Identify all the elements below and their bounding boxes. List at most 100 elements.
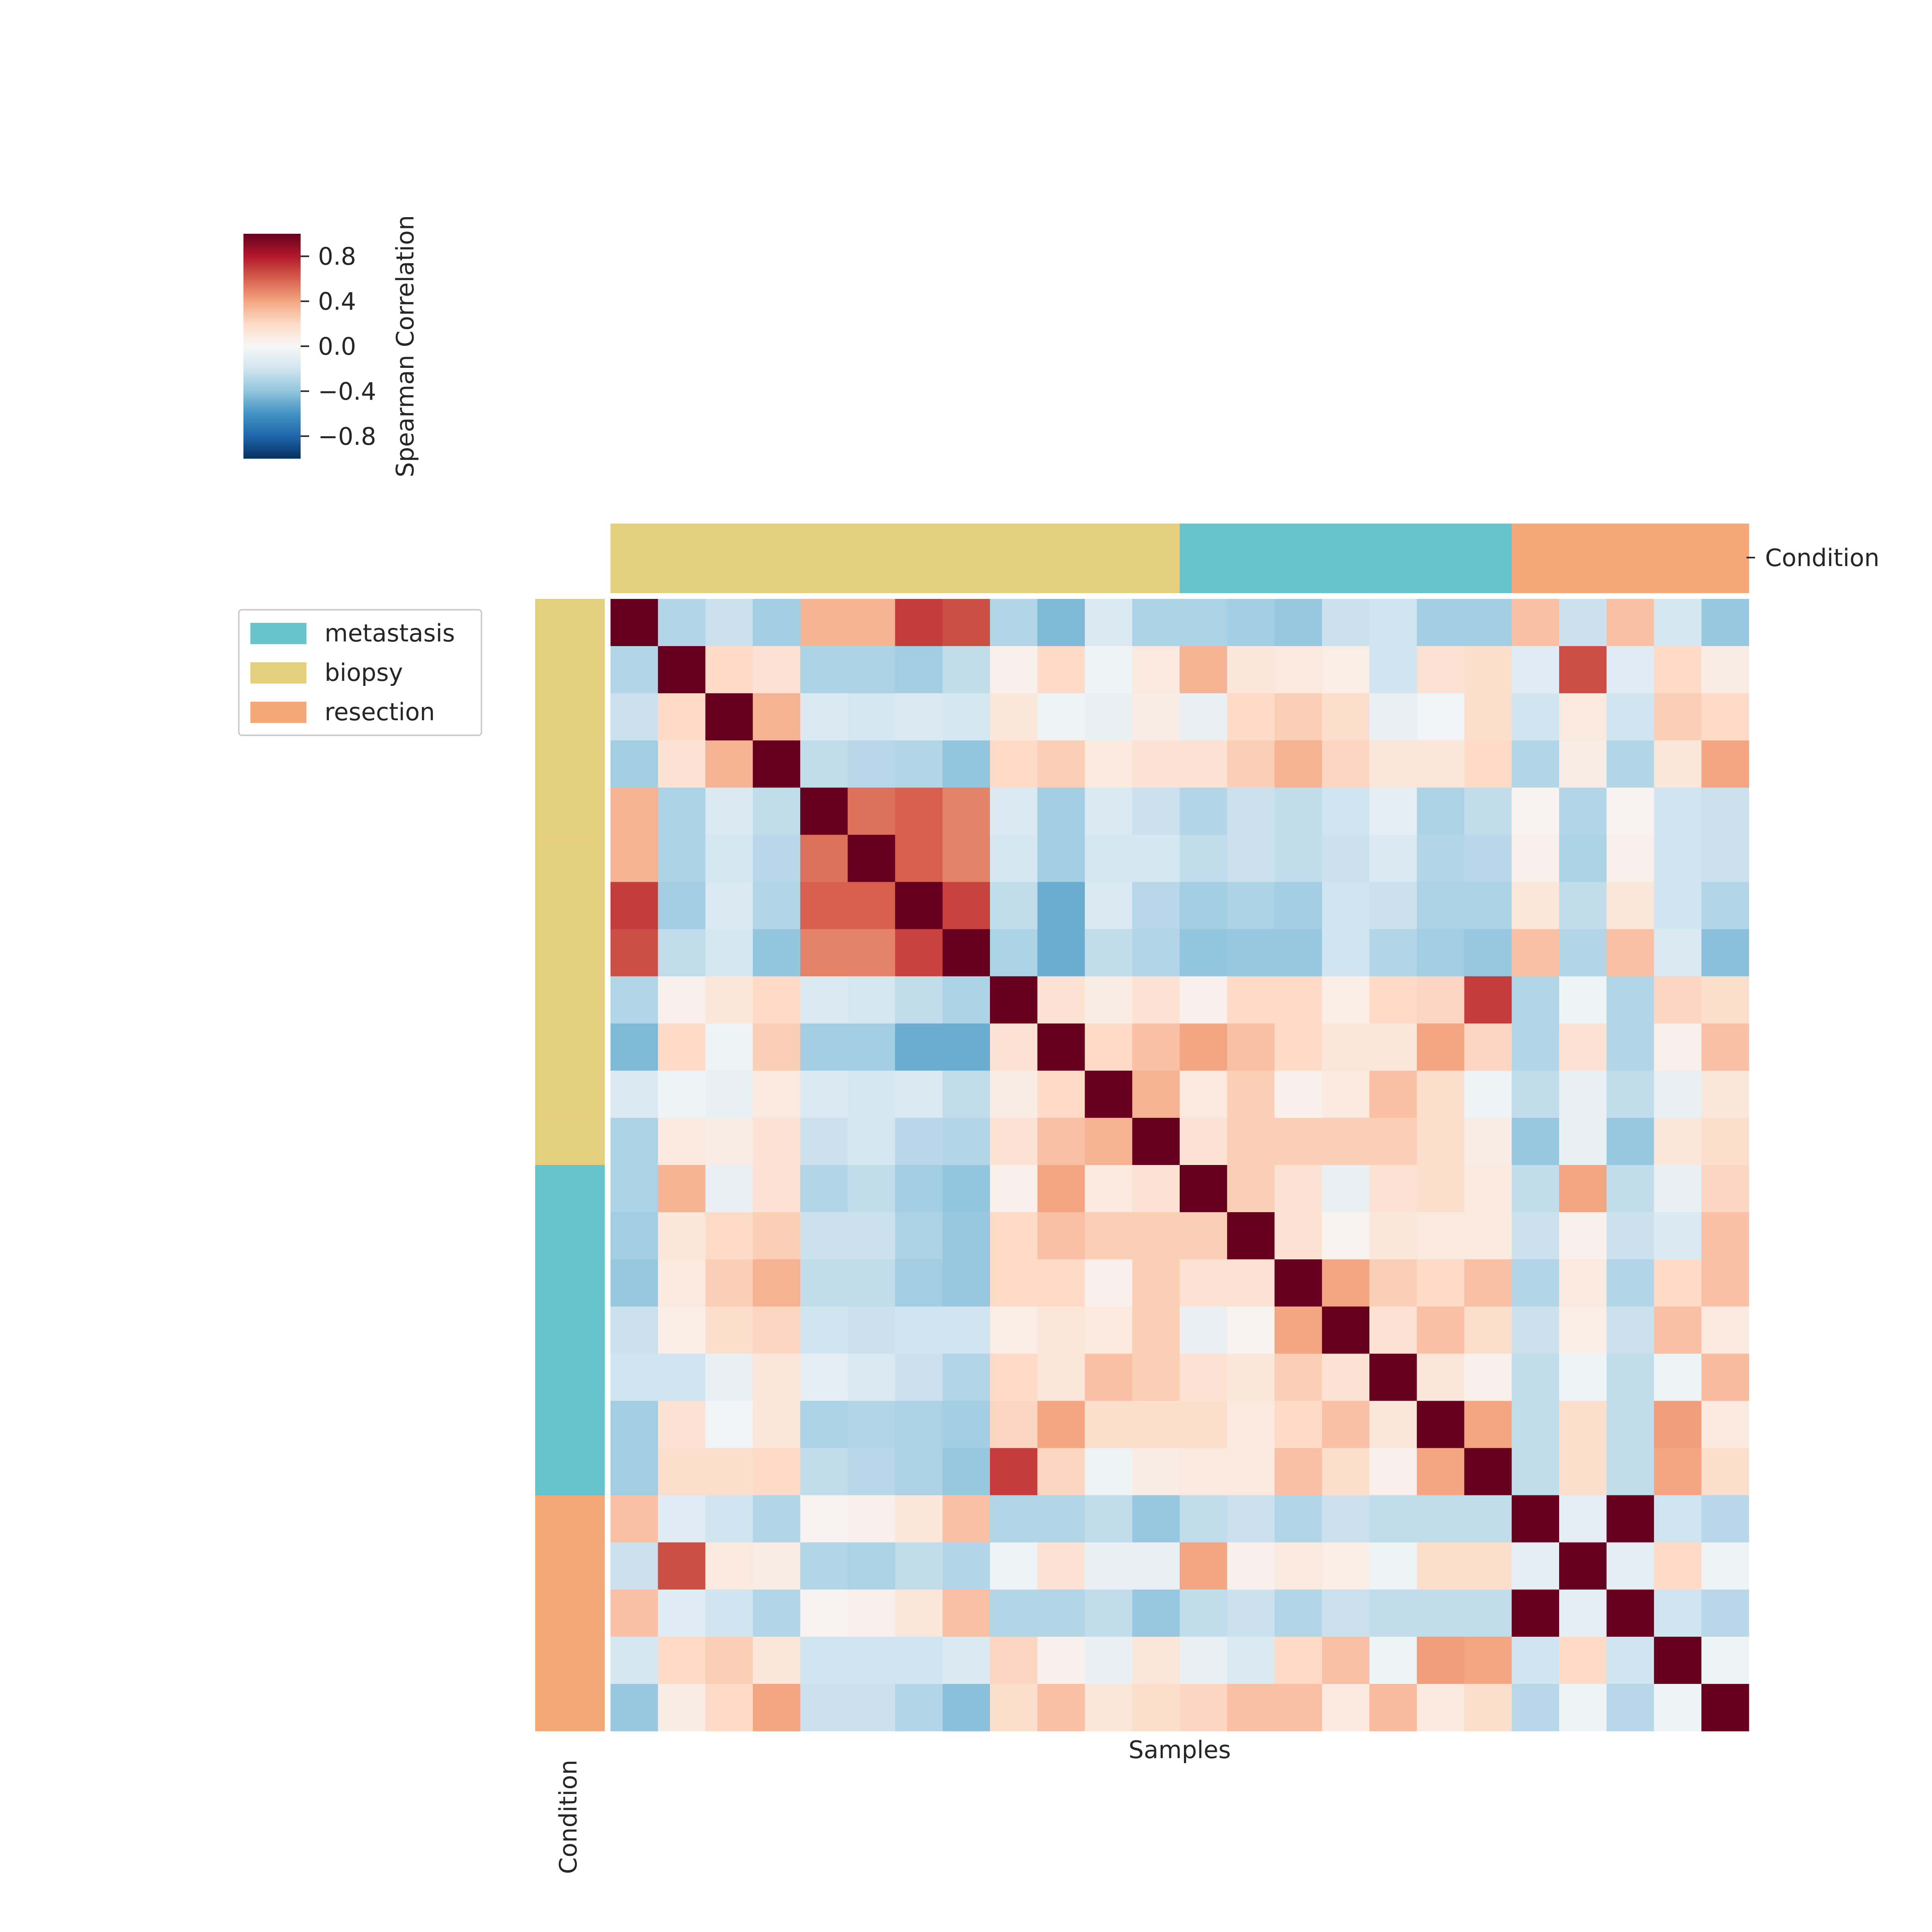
heatmap-cell (1654, 1165, 1702, 1213)
heatmap-cell (753, 787, 801, 835)
heatmap-cell (990, 1070, 1038, 1118)
heatmap-cell (1701, 1684, 1749, 1731)
heatmap-cell (847, 976, 896, 1024)
heatmap-cell (1464, 929, 1512, 977)
legend-label: biopsy (325, 658, 403, 687)
heatmap-cell (1606, 1448, 1655, 1496)
heatmap-cell (1559, 1306, 1607, 1354)
heatmap-cell (895, 1259, 943, 1307)
heatmap-cell (1559, 787, 1607, 835)
heatmap-cell (1559, 1354, 1607, 1401)
heatmap-cell (753, 1401, 801, 1449)
heatmap-cell (990, 1023, 1038, 1071)
heatmap-cell (1417, 1070, 1465, 1118)
heatmap-cell (1274, 693, 1322, 741)
heatmap-cell (1701, 1070, 1749, 1118)
heatmap-cell (1274, 835, 1322, 883)
heatmap-cell (1132, 835, 1180, 883)
row-condition-cell (535, 1401, 605, 1449)
heatmap-cell (1701, 693, 1749, 741)
heatmap-cell (1274, 787, 1322, 835)
heatmap-cell (1274, 929, 1322, 977)
heatmap-cell (942, 929, 990, 977)
heatmap-cell (1417, 882, 1465, 930)
heatmap-cell (1464, 1023, 1512, 1071)
heatmap-cell (1132, 646, 1180, 694)
heatmap-cell (1227, 787, 1275, 835)
heatmap-cell (847, 882, 896, 930)
heatmap-cell (658, 976, 706, 1024)
heatmap-cell (1369, 1448, 1417, 1496)
heatmap-cell (1464, 976, 1512, 1024)
heatmap-cell (1464, 1212, 1512, 1260)
colorbar-ticks: 0.8 0.4 0.0 −0.4 −0.8 (301, 242, 376, 451)
heatmap-cell (1132, 599, 1180, 646)
heatmap-cell (895, 693, 943, 741)
heatmap-cell (1512, 1542, 1560, 1590)
heatmap-cell (1701, 929, 1749, 977)
heatmap-cell (611, 929, 658, 977)
heatmap-cell (895, 882, 943, 930)
heatmap-cell (895, 1165, 943, 1213)
heatmap-cell (1464, 1684, 1512, 1731)
heatmap-cell (1654, 1354, 1702, 1401)
heatmap-cell (1417, 1117, 1465, 1165)
heatmap-cell (705, 1589, 753, 1637)
heatmap-cell (1227, 1401, 1275, 1449)
heatmap-cell (1512, 882, 1560, 930)
heatmap-cell (611, 1354, 658, 1401)
heatmap-cell (942, 1070, 990, 1118)
heatmap-cell (847, 1070, 896, 1118)
heatmap-cell (705, 1354, 753, 1401)
heatmap-cell (1274, 1023, 1322, 1071)
heatmap-cell (990, 1589, 1038, 1637)
heatmap-cell (1369, 1684, 1417, 1731)
heatmap-cell (611, 693, 658, 741)
heatmap-cell (800, 1448, 848, 1496)
heatmap-cell (1322, 740, 1370, 788)
heatmap-cell (611, 1165, 658, 1213)
heatmap-cell (1132, 1401, 1180, 1449)
heatmap-cell (658, 1448, 706, 1496)
heatmap-cell (658, 1306, 706, 1354)
heatmap-cell (1180, 1165, 1228, 1213)
heatmap-cell (1180, 1259, 1228, 1307)
heatmap-cell (1559, 1495, 1607, 1543)
heatmap-cell (1512, 835, 1560, 883)
row-condition-bar (535, 599, 605, 1731)
heatmap-cell (895, 1070, 943, 1118)
heatmap-cell (1701, 1401, 1749, 1449)
heatmap-cell (1322, 1023, 1370, 1071)
heatmap-cell (895, 1448, 943, 1496)
heatmap-cell (1085, 1070, 1133, 1118)
column-condition-cell (1606, 524, 1655, 593)
heatmap-cell (1274, 1495, 1322, 1543)
heatmap-cell (1227, 835, 1275, 883)
heatmap-cell (1180, 740, 1228, 788)
heatmap-cell (1037, 1636, 1085, 1684)
heatmap-cell (895, 976, 943, 1024)
heatmap-cell (611, 1259, 658, 1307)
heatmap-cell (753, 599, 801, 646)
heatmap-cell (1322, 1354, 1370, 1401)
colorbar-label: Spearman Correlation (391, 215, 419, 478)
heatmap-cell (1180, 929, 1228, 977)
heatmap-cell (1701, 787, 1749, 835)
heatmap-cell (1464, 1401, 1512, 1449)
heatmap-cell (611, 1401, 658, 1449)
column-condition-cell (895, 524, 943, 593)
heatmap-cell (1085, 1589, 1133, 1637)
heatmap-cell (1417, 693, 1465, 741)
column-condition-cell (1701, 524, 1749, 593)
heatmap-cell (942, 787, 990, 835)
heatmap-cell (942, 1589, 990, 1637)
heatmap-cell (1654, 1495, 1702, 1543)
row-condition-cell (535, 976, 605, 1024)
heatmap-cell (1132, 1306, 1180, 1354)
heatmap-cell (1512, 1684, 1560, 1731)
heatmap-cell (1606, 976, 1655, 1024)
heatmap-cell (1274, 1117, 1322, 1165)
heatmap-cell (1322, 599, 1370, 646)
heatmap-cell (1322, 1070, 1370, 1118)
